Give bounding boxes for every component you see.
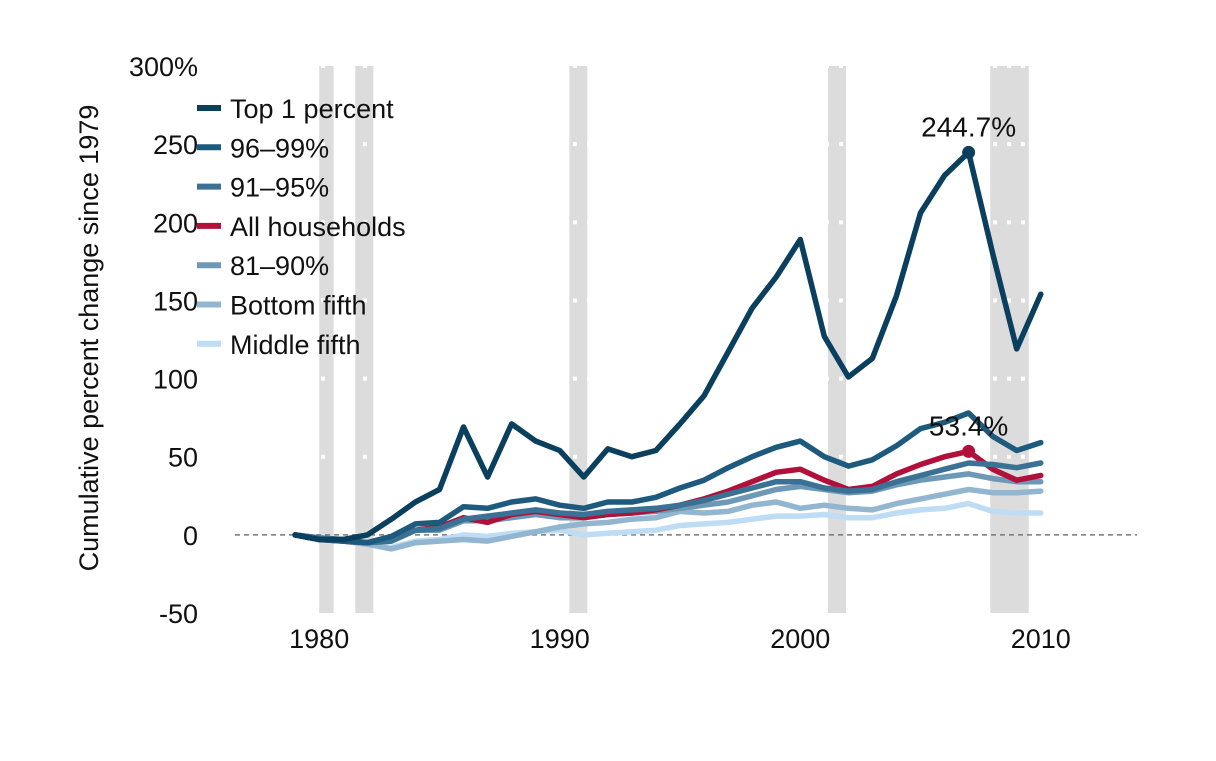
legend-label-5: Bottom fifth bbox=[230, 291, 367, 321]
recession-band-3 bbox=[827, 66, 846, 613]
gridlines bbox=[235, 64, 1137, 536]
y-axis-label: Cumulative percent change since 1979 bbox=[74, 105, 104, 572]
series-lines bbox=[292, 149, 1044, 552]
annotation-point-0 bbox=[962, 145, 976, 159]
y-tick-label-3: 150 bbox=[153, 286, 198, 316]
annotations: 244.7% 53.4% bbox=[921, 111, 1016, 458]
legend: Top 1 percent 96–99% 91–95% All households 8… bbox=[197, 94, 406, 360]
annotation-label-1: 53.4% bbox=[929, 410, 1008, 441]
recession-band-0 bbox=[319, 66, 334, 613]
recession-band-1 bbox=[355, 66, 374, 613]
y-tick-label-2: 200 bbox=[153, 208, 198, 238]
series-line-1 bbox=[292, 410, 1044, 546]
series-line-5 bbox=[292, 486, 1044, 552]
legend-label-3: All households bbox=[230, 212, 406, 242]
x-tick-label-2: 2000 bbox=[770, 624, 830, 654]
x-tick-label-1: 1990 bbox=[530, 624, 590, 654]
y-tick-label-0: 300% bbox=[129, 52, 198, 82]
x-tick-label-3: 2010 bbox=[1011, 624, 1071, 654]
legend-label-4: 81–90% bbox=[230, 251, 329, 281]
series-line-0 bbox=[292, 149, 1044, 543]
legend-label-0: Top 1 percent bbox=[230, 94, 394, 124]
y-tick-label-4: 100 bbox=[153, 365, 198, 395]
y-tick-label-6: 0 bbox=[183, 521, 198, 551]
y-tick-label-5: 50 bbox=[168, 443, 198, 473]
y-tick-label-7: -50 bbox=[159, 599, 198, 629]
legend-label-6: Middle fifth bbox=[230, 330, 361, 360]
annotation-point-1 bbox=[962, 444, 976, 458]
x-tick-label-0: 1980 bbox=[289, 624, 349, 654]
annotation-label-0: 244.7% bbox=[921, 111, 1016, 142]
legend-label-2: 91–95% bbox=[230, 173, 329, 203]
axes: 300% 250 200 150 100 50 0 -50 1980 1990 2000 2010 bbox=[129, 52, 1071, 654]
legend-label-1: 96–99% bbox=[230, 133, 329, 163]
y-tick-label-1: 250 bbox=[153, 130, 198, 160]
series-line-2 bbox=[292, 460, 1044, 546]
recession-bands bbox=[319, 66, 1029, 613]
